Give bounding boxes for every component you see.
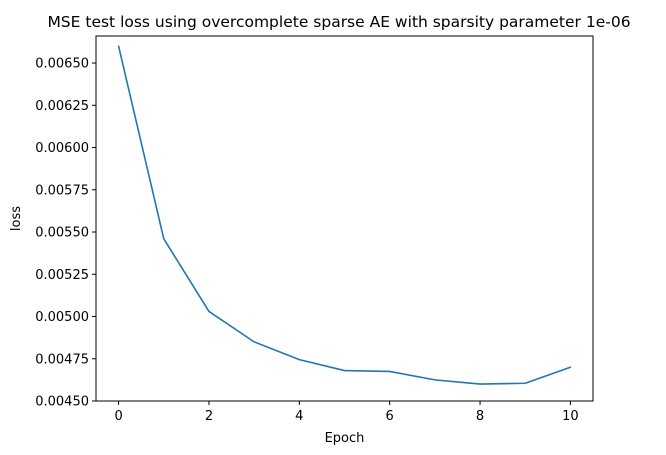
y-tick-label: 0.00600 [35, 141, 89, 156]
x-tick-label: 10 [562, 409, 579, 424]
x-tick-label: 0 [114, 409, 122, 424]
x-tick-label: 8 [476, 409, 484, 424]
axes-frame [95, 35, 594, 402]
y-axis-ticks: 0.00450 0.00475 0.00500 0.00525 0.00550 0.005… [35, 57, 96, 410]
plot-series-layer [117, 45, 572, 385]
y-tick-label: 0.00500 [35, 310, 89, 325]
x-tick-label: 6 [386, 409, 394, 424]
y-tick-label: 0.00475 [35, 352, 89, 367]
y-tick-label: 0.00450 [35, 395, 89, 410]
chart-title: MSE test loss using overcomplete sparse … [47, 13, 630, 31]
y-axis-label: loss [9, 206, 24, 231]
x-tick-label: 4 [295, 409, 303, 424]
y-tick-label: 0.00550 [35, 226, 89, 241]
y-tick-label: 0.00625 [35, 99, 89, 114]
y-tick-label: 0.00525 [35, 268, 89, 283]
loss-series-line [117, 45, 572, 385]
x-tick-label: 2 [205, 409, 213, 424]
y-tick-label: 0.00575 [35, 183, 89, 198]
y-tick-label: 0.00650 [35, 57, 89, 72]
x-axis-ticks: 0 2 4 6 8 10 [114, 401, 579, 424]
x-axis-label: Epoch [325, 431, 365, 446]
